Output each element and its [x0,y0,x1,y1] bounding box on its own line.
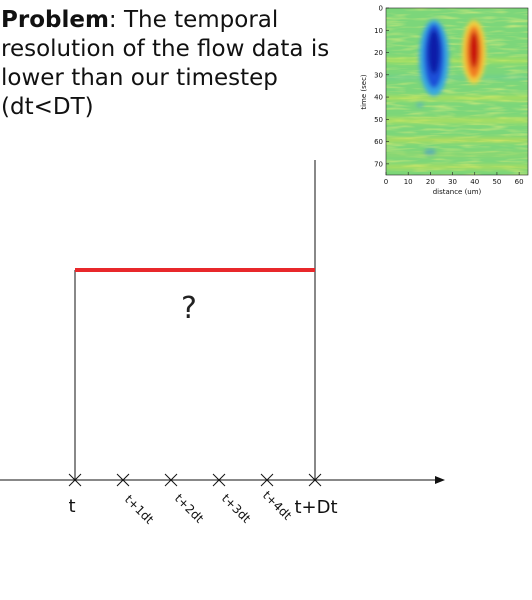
tick-label-t3: t+3dt [219,491,254,526]
tick-label-t: t [68,496,75,517]
heatmap-y-tick-label: 30 [374,71,383,79]
heatmap-y-tick-label: 0 [379,5,383,13]
problem-statement: Problem: The temporal resolution of the … [1,6,346,122]
heatmap-x-tick-label: 30 [448,178,457,186]
tick-marker-t2 [165,474,177,486]
heatmap-x-tick-label: 40 [470,178,479,186]
tick-marker-tD [309,474,321,486]
tick-label-t4: t+4dt [260,488,295,523]
tick-label-t2: t+2dt [172,491,207,526]
heatmap-x-tick-label: 50 [492,178,501,186]
heatmap-y-tick-label: 10 [374,27,383,35]
problem-label: Problem [1,7,109,33]
heatmap-x-axis-label: distance (um) [433,188,482,196]
question-mark: ? [181,291,197,326]
heatmap-figure: 0 10 20 30 40 50 60 70 0 10 20 30 40 50 60 time (sec)… [356,0,532,200]
heatmap-y-axis-label: time (sec) [360,74,368,110]
tick-marker-t1 [117,474,129,486]
tick-marker-t4 [261,474,273,486]
heatmap-x-tick-label: 10 [404,178,413,186]
heatmap-y-tick-label: 70 [374,160,383,168]
tick-label-t1: t+1dt [122,492,157,527]
heatmap-y-tick-label: 40 [374,94,383,102]
heatmap-y-tick-label: 60 [374,138,383,146]
tick-label-t-plus-Dt: t+Dt [294,497,337,518]
heatmap-x-tick-label: 0 [384,178,388,186]
heatmap-y-tick-label: 20 [374,49,383,57]
heatmap-y-tick-label: 50 [374,116,383,124]
tick-marker-t3 [213,474,225,486]
heatmap-x-tick-label: 20 [426,178,435,186]
heatmap-plot-area [386,8,528,175]
heatmap-x-tick-label: 60 [515,178,524,186]
tick-marker-t [69,474,81,486]
